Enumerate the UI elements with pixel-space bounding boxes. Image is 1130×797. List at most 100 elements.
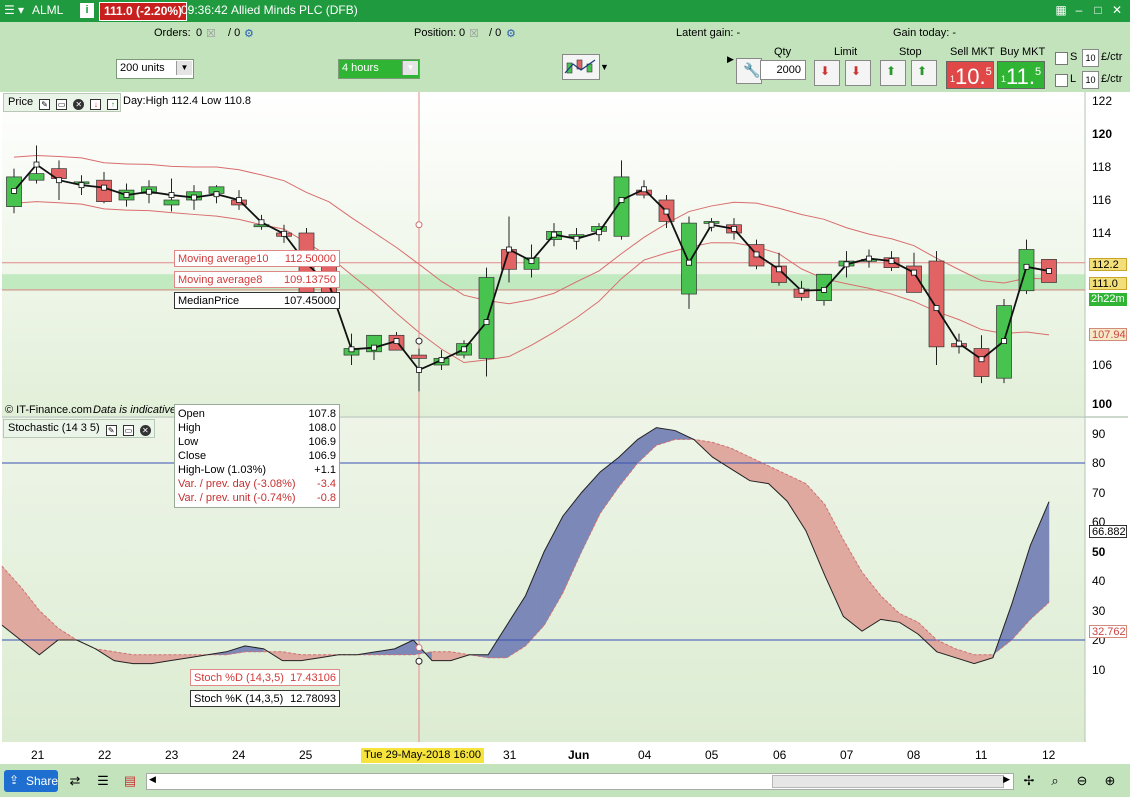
close-icon[interactable]: ✕ — [1111, 3, 1123, 17]
median-point — [56, 177, 62, 184]
cancel-position-icon[interactable]: ☒ — [469, 28, 479, 40]
close-icon[interactable]: ✕ — [139, 425, 151, 436]
buy-market-button[interactable]: 1 11.5 — [997, 61, 1045, 89]
median-point — [168, 192, 175, 198]
ma8-value: 109.13750 — [284, 274, 336, 286]
stoch-y-tick: 100 — [1092, 397, 1113, 411]
chevron-down-icon[interactable]: ▼ — [176, 61, 192, 75]
stoch-panel-header: Stochastic (14 3 5) ✎ ▭ ✕ — [3, 419, 155, 438]
maximize-icon[interactable]: □ — [1094, 3, 1102, 17]
short-label: S — [1070, 51, 1078, 63]
sell-mkt-label: Sell MKT — [950, 46, 995, 58]
indicators-icon[interactable]: ▤ — [123, 773, 137, 788]
sell-price: 10. — [955, 64, 986, 89]
stoch-d-cursor-point — [415, 644, 423, 652]
limit-sell-button[interactable]: ⬇ — [814, 60, 840, 86]
median-point — [281, 230, 287, 237]
sell-market-button[interactable]: 1 10.5 — [946, 61, 994, 89]
menu-icon[interactable]: ☰ — [4, 3, 15, 17]
qty-input[interactable]: 2000 — [760, 60, 806, 80]
scroll-right-icon[interactable]: ▶ — [1003, 774, 1010, 784]
long-lot-input[interactable]: 10 — [1082, 71, 1099, 89]
arrow-up-icon[interactable]: ↑ — [107, 99, 119, 110]
window-icon[interactable]: ▭ — [122, 425, 134, 436]
arrow-down-icon[interactable]: ↓ — [90, 99, 102, 110]
units-select[interactable]: 200 units ▼ — [116, 59, 194, 79]
limit-buy-button[interactable]: ⬇ — [845, 60, 871, 86]
short-checkbox[interactable] — [1055, 52, 1068, 65]
close-icon[interactable]: ✕ — [73, 99, 85, 110]
position-gear-icon[interactable]: ⚙ — [506, 28, 516, 40]
cursor-tool-icon[interactable]: ✢ — [1023, 773, 1035, 788]
stop-buy-button[interactable]: ⬆ — [911, 60, 937, 86]
orders-gear-icon[interactable]: ⚙ — [244, 28, 254, 40]
x-axis-label: 08 — [907, 748, 921, 762]
minimize-icon[interactable]: – — [1075, 3, 1083, 17]
buy-price: 11. — [1006, 64, 1035, 89]
scrollbar-thumb[interactable] — [772, 775, 1004, 788]
median-point — [213, 191, 220, 198]
zoom-fit-icon[interactable]: ⌕ — [1051, 773, 1059, 788]
cancel-orders-icon[interactable]: ☒ — [206, 28, 216, 40]
x-axis-label: 22 — [98, 748, 112, 762]
median-point — [236, 197, 242, 203]
chart-canvas[interactable] — [0, 92, 1130, 764]
timeframe-select[interactable]: 4 hours ▼ — [338, 59, 420, 79]
window-icon[interactable]: ▭ — [56, 99, 68, 110]
info-icon[interactable]: i — [80, 3, 94, 18]
list-icon[interactable]: ☰ — [97, 773, 109, 788]
share-button[interactable]: ⇪ Share — [4, 770, 58, 792]
ohlc-value: 107.8 — [308, 408, 336, 420]
chart-area[interactable]: Price ✎ ▭ ✕ ↓ ↑ Day:High 112.4 Low 110.8… — [0, 92, 1130, 764]
trading-toolbar: 200 units ▼ 4 hours ▼ ▼ ▶ 🔧 Qty 2000 Lim… — [0, 44, 1130, 92]
x-axis-label: 07 — [840, 748, 854, 762]
median-point — [956, 340, 962, 347]
stoch-fill-segment — [132, 654, 152, 664]
zoom-out-icon[interactable]: ⊖ — [1076, 773, 1088, 788]
orders-sep: / 0 — [228, 27, 241, 39]
median-point — [1046, 268, 1052, 274]
buy-mkt-label: Buy MKT — [1000, 46, 1046, 58]
chevron-down-icon[interactable]: ▼ — [600, 62, 609, 72]
wrench-icon[interactable]: ✎ — [39, 99, 51, 110]
orders-value: 0 — [196, 27, 203, 39]
median-point — [528, 258, 535, 264]
chevron-down-icon[interactable]: ▾ — [18, 3, 25, 17]
zoom-in-icon[interactable]: ⊕ — [1104, 773, 1116, 788]
collapse-arrow-icon[interactable]: ▶ — [727, 54, 734, 64]
position-value: 0 — [459, 27, 466, 39]
countdown-box: 2h22m — [1089, 293, 1127, 306]
short-lot-input[interactable]: 10 — [1082, 49, 1099, 67]
chart-scrollbar[interactable]: ◀ ▶ — [146, 773, 1014, 790]
stoch-panel-title: Stochastic (14 3 5) — [8, 422, 100, 434]
median-point — [146, 188, 152, 195]
chart-type-button[interactable] — [562, 54, 600, 80]
candle-body — [906, 265, 922, 293]
price-y-tick: 114 — [1092, 226, 1112, 240]
median-label: MedianPrice — [178, 295, 240, 307]
stoch-d-value: 17.43106 — [290, 672, 336, 684]
chevron-down-icon[interactable]: ▼ — [402, 61, 418, 75]
long-checkbox[interactable] — [1055, 74, 1068, 87]
stoch-y-tick: 80 — [1092, 456, 1106, 470]
candle-body — [681, 222, 697, 295]
median-point — [78, 182, 85, 189]
stoch-y-tick: 70 — [1092, 485, 1106, 500]
wrench-button[interactable]: 🔧 — [736, 58, 762, 84]
median-point — [393, 338, 400, 344]
stop-sell-button[interactable]: ⬆ — [880, 60, 906, 86]
wrench-icon[interactable]: ✎ — [105, 425, 117, 436]
bottom-toolbar: ⇪ Share ⇄ ☰ ▤ ◀ ▶ ✢ ⌕ ⊖ ⊕ — [0, 764, 1130, 797]
position-label: Position: — [414, 27, 457, 39]
settings-icon[interactable]: ▦ — [1055, 3, 1067, 17]
symbol-label[interactable]: ALML — [32, 3, 64, 17]
median-point — [618, 197, 625, 203]
latent-gain: Latent gain: - — [676, 27, 741, 39]
scroll-left-icon[interactable]: ◀ — [149, 774, 156, 784]
ohlc-value: -3.4 — [317, 478, 336, 490]
timeframe-value: 4 hours — [342, 62, 379, 74]
compare-icon[interactable]: ⇄ — [69, 773, 81, 788]
ohlc-value: +1.1 — [314, 464, 336, 476]
stoch-d-box: 32.762 — [1089, 625, 1127, 638]
ohlc-row: Low 106.9 — [178, 436, 336, 450]
